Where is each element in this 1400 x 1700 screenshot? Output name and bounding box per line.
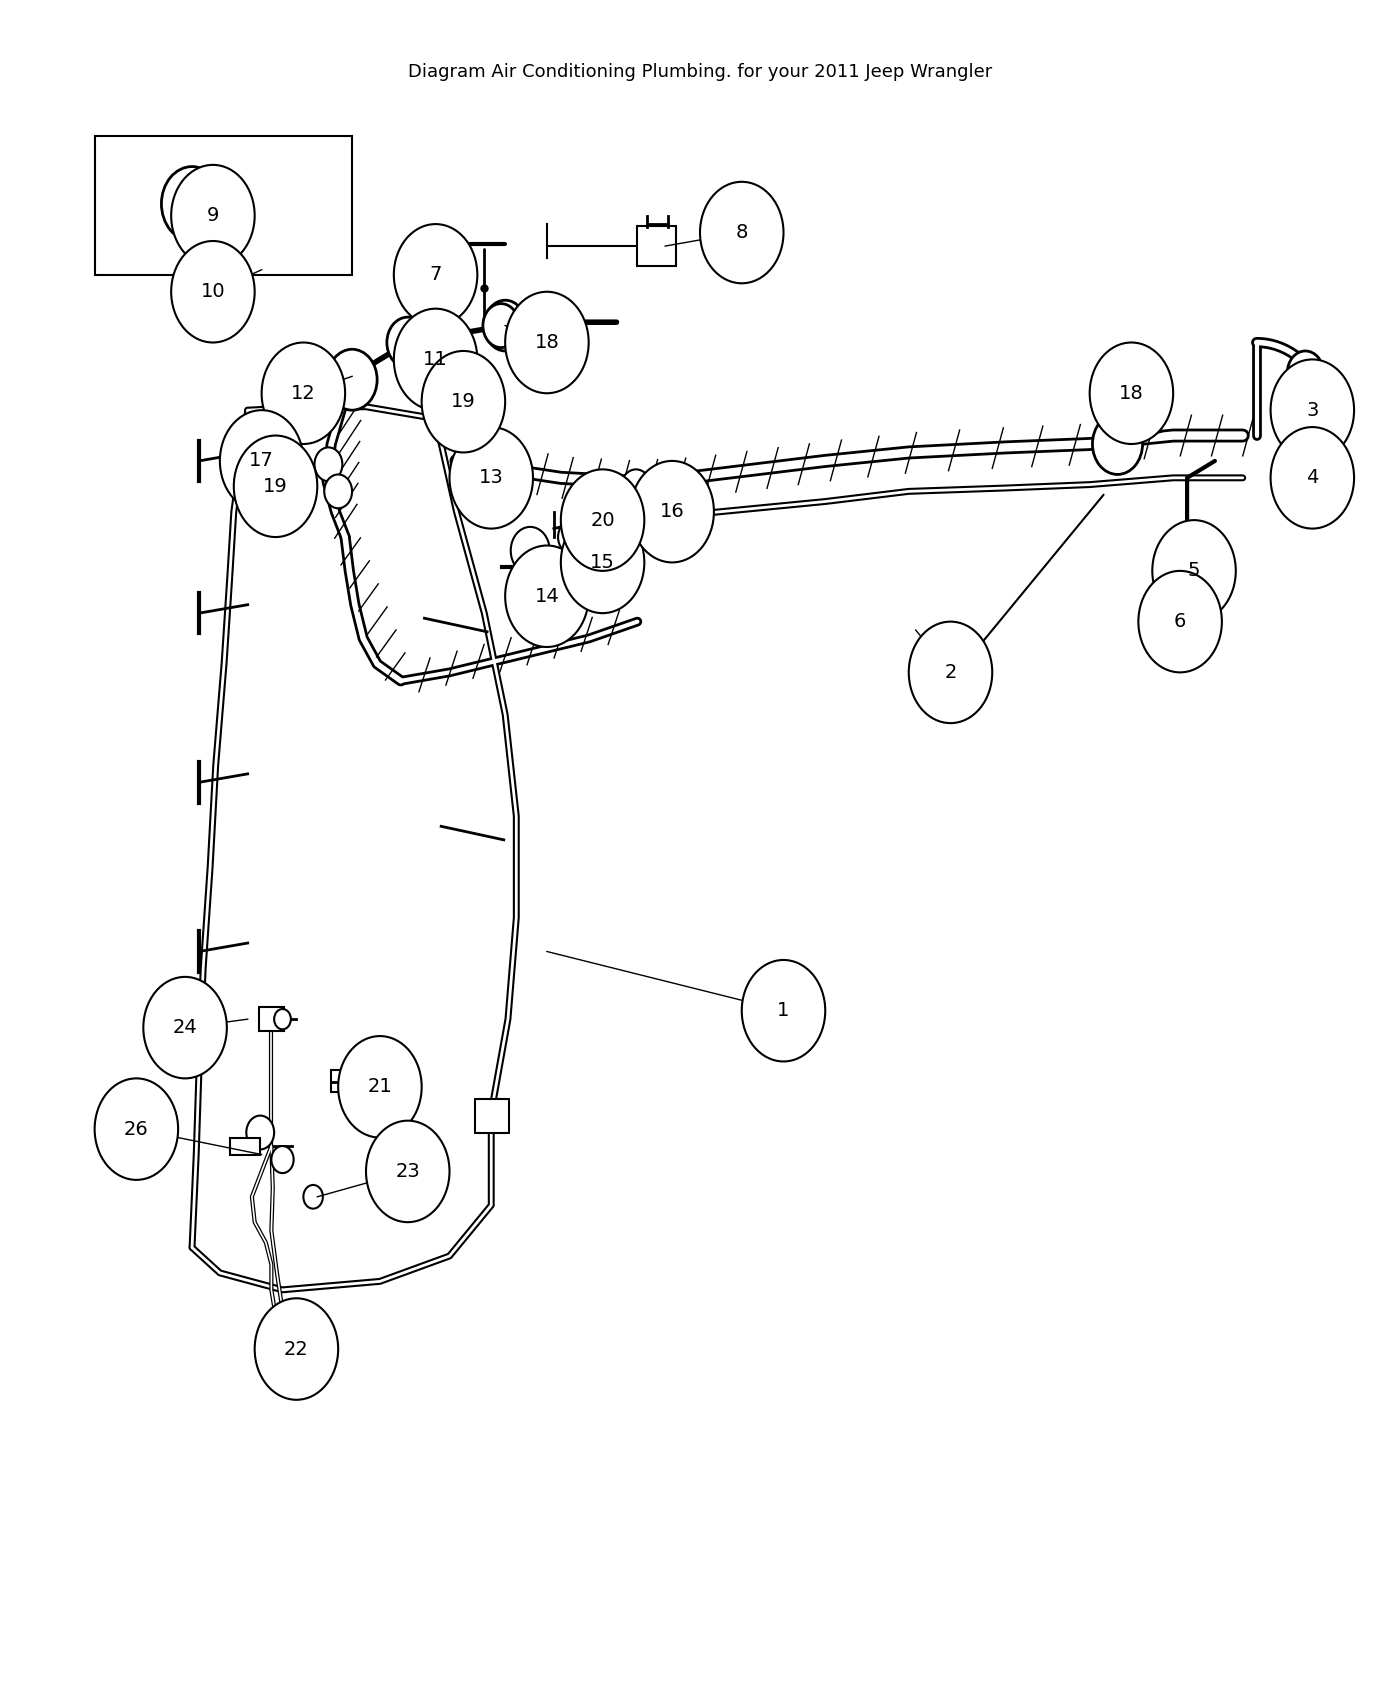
Circle shape: [315, 447, 343, 481]
Circle shape: [95, 1078, 178, 1180]
Text: 4: 4: [1306, 468, 1319, 488]
Circle shape: [365, 1120, 449, 1222]
FancyBboxPatch shape: [475, 1098, 510, 1132]
Text: 3: 3: [1306, 401, 1319, 420]
Circle shape: [511, 527, 550, 575]
Text: 17: 17: [249, 452, 274, 471]
Circle shape: [561, 512, 644, 614]
Text: 9: 9: [207, 206, 220, 224]
Circle shape: [514, 561, 547, 602]
Text: 20: 20: [591, 510, 615, 530]
Circle shape: [449, 427, 533, 529]
Text: 19: 19: [451, 393, 476, 411]
Circle shape: [262, 342, 346, 444]
Circle shape: [630, 461, 714, 563]
Circle shape: [325, 474, 351, 508]
Text: 2: 2: [945, 663, 956, 682]
Circle shape: [1152, 520, 1236, 622]
Text: 19: 19: [263, 476, 288, 496]
Circle shape: [386, 318, 428, 367]
Text: 6: 6: [1175, 612, 1186, 631]
Circle shape: [161, 167, 223, 241]
Text: 18: 18: [1119, 384, 1144, 403]
Text: 13: 13: [479, 468, 504, 488]
Text: 7: 7: [430, 265, 442, 284]
Circle shape: [483, 304, 519, 347]
Circle shape: [393, 309, 477, 410]
Circle shape: [559, 549, 585, 583]
Circle shape: [272, 1146, 294, 1173]
Text: 24: 24: [172, 1018, 197, 1037]
Circle shape: [1138, 571, 1222, 673]
Circle shape: [620, 469, 651, 507]
Text: 21: 21: [368, 1078, 392, 1096]
Circle shape: [295, 1329, 315, 1353]
FancyBboxPatch shape: [259, 1008, 284, 1030]
Circle shape: [909, 622, 993, 722]
Text: 22: 22: [284, 1340, 309, 1358]
Circle shape: [466, 379, 494, 413]
Circle shape: [561, 469, 644, 571]
Circle shape: [171, 165, 255, 267]
Text: 12: 12: [291, 384, 316, 403]
Circle shape: [220, 410, 304, 512]
Circle shape: [234, 435, 318, 537]
Circle shape: [1287, 350, 1323, 394]
FancyBboxPatch shape: [637, 226, 676, 267]
Circle shape: [505, 292, 588, 393]
Text: 18: 18: [535, 333, 559, 352]
Circle shape: [171, 241, 255, 342]
Circle shape: [356, 1069, 375, 1093]
FancyBboxPatch shape: [95, 136, 351, 275]
Circle shape: [274, 1010, 291, 1028]
FancyBboxPatch shape: [270, 1329, 301, 1353]
Text: 23: 23: [395, 1161, 420, 1182]
Text: 16: 16: [659, 502, 685, 522]
Text: 14: 14: [535, 586, 559, 605]
Text: 15: 15: [591, 552, 615, 571]
Circle shape: [742, 960, 825, 1061]
Circle shape: [246, 1115, 274, 1149]
Circle shape: [559, 520, 585, 554]
Circle shape: [1271, 427, 1354, 529]
Circle shape: [1089, 342, 1173, 444]
Circle shape: [304, 1185, 323, 1209]
Text: 8: 8: [735, 223, 748, 241]
Circle shape: [1289, 394, 1320, 432]
Circle shape: [484, 301, 526, 350]
Circle shape: [505, 546, 588, 648]
Text: 11: 11: [423, 350, 448, 369]
Circle shape: [255, 1299, 339, 1399]
FancyBboxPatch shape: [230, 1137, 260, 1154]
Text: 26: 26: [125, 1120, 148, 1139]
Circle shape: [421, 350, 505, 452]
Circle shape: [328, 348, 377, 410]
FancyBboxPatch shape: [332, 1069, 361, 1091]
Text: Diagram Air Conditioning Plumbing. for your 2011 Jeep Wrangler: Diagram Air Conditioning Plumbing. for y…: [407, 63, 993, 82]
Circle shape: [339, 1035, 421, 1137]
Circle shape: [700, 182, 784, 284]
Circle shape: [178, 187, 206, 221]
Text: 5: 5: [1187, 561, 1200, 580]
Circle shape: [393, 224, 477, 326]
Circle shape: [143, 977, 227, 1078]
Circle shape: [1271, 359, 1354, 461]
Circle shape: [1092, 413, 1142, 474]
Text: 1: 1: [777, 1001, 790, 1020]
Text: 10: 10: [200, 282, 225, 301]
